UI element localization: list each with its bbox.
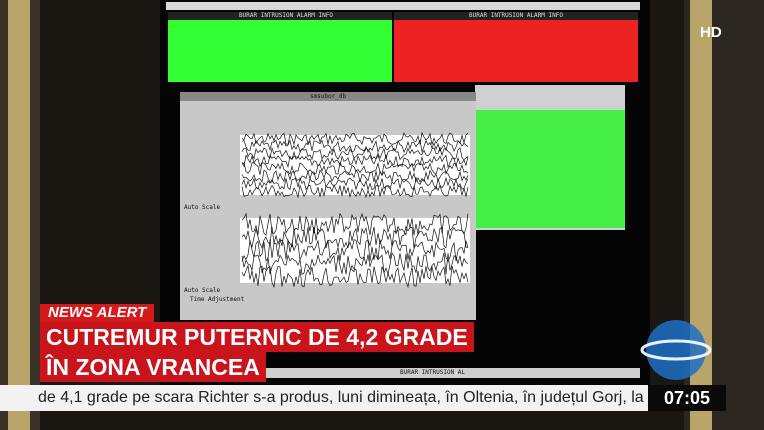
seismic-trace <box>241 239 469 262</box>
seismic-trace <box>241 225 469 249</box>
waveforms <box>241 131 469 289</box>
headline: CUTREMUR PUTERNIC DE 4,2 GRADE <box>40 322 474 352</box>
seismic-trace <box>241 146 469 161</box>
headline: ÎN ZONA VRANCEA <box>40 352 266 382</box>
viewer-title: smsubor_db <box>309 93 347 100</box>
titlebar <box>394 12 638 20</box>
seismic-trace <box>241 161 469 176</box>
rack-post <box>690 0 712 430</box>
seismic-trace <box>241 212 469 236</box>
seismic-trace <box>241 139 469 154</box>
time-adjustment: Time Adjustment <box>190 296 245 303</box>
news-alert: NEWS ALERT <box>40 304 155 322</box>
viewer-titlebar <box>180 92 476 101</box>
waveform-panel <box>240 218 470 283</box>
hd-badge: HD <box>700 24 722 41</box>
channel-logo <box>646 320 706 380</box>
alarm-title: BURAR INTRUSION ALARM INFO <box>239 12 333 19</box>
alarm-title: BURAR INTRUSION ALARM INFO <box>469 12 563 19</box>
seismic-trace <box>241 184 469 199</box>
taskbar <box>166 368 640 378</box>
seismic-trace <box>241 154 469 169</box>
auto-scale: Auto Scale <box>184 204 221 211</box>
taskbar-item: BURAR INTRUSION AL <box>400 369 466 376</box>
station-rows <box>475 110 625 228</box>
viewer-window <box>180 92 476 320</box>
rack-post <box>8 0 30 430</box>
ticker: de 4,1 grade pe scara Richter s-a produs… <box>0 385 648 411</box>
seismic-trace <box>241 252 469 276</box>
alarm-red <box>394 12 638 82</box>
auto-scale: Auto Scale <box>184 287 221 294</box>
seismic-trace <box>241 131 469 146</box>
seismic-trace <box>241 169 469 183</box>
logo-ring <box>640 339 712 361</box>
clock: 07:05 <box>648 385 726 411</box>
seismic-trace <box>241 176 469 191</box>
titlebar <box>168 12 392 20</box>
alarm-green <box>168 12 392 82</box>
seismic-trace <box>241 264 469 289</box>
top-panel <box>166 2 640 10</box>
